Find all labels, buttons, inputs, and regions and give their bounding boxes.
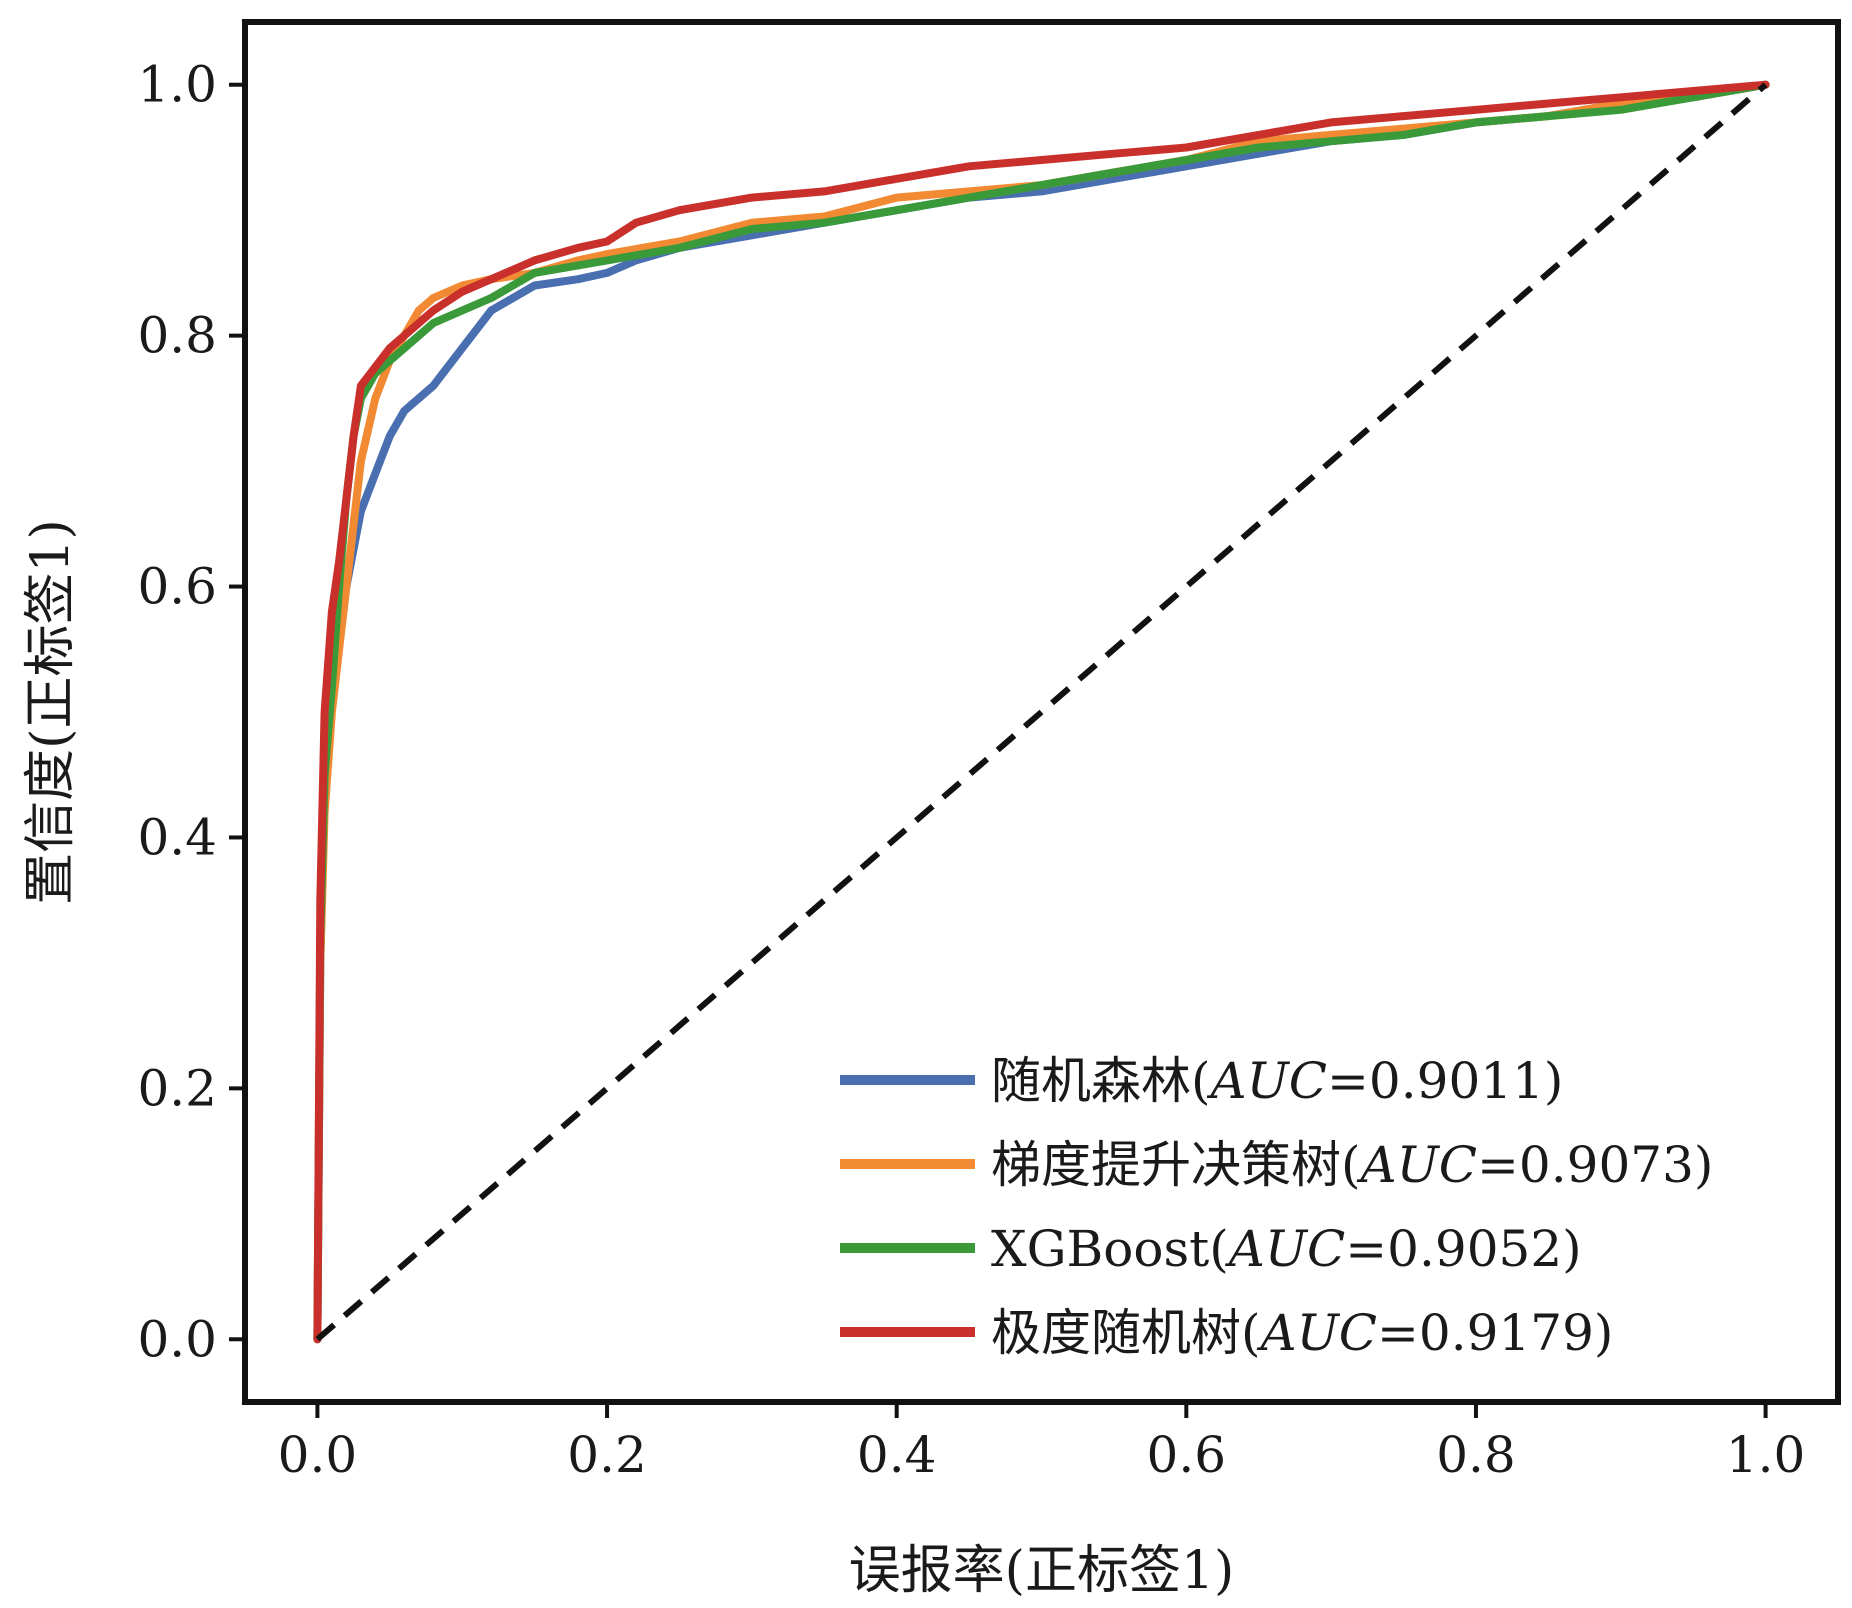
- chance-diagonal-line: [315, 82, 1768, 1342]
- legend-series-name: 随机森林: [991, 1052, 1191, 1110]
- legend-paren: (: [1209, 1220, 1229, 1278]
- legend-series-name: 极度随机树: [991, 1304, 1241, 1362]
- axis-ticks: 0.0 0.2 0.4 0.6 0.8 1.0 0.0 0.2 0.4 0.6 0.8 1.0: [137, 56, 1805, 1484]
- x-axis-label: 误报率(正标签1): [849, 1541, 1235, 1601]
- x-tick-label: 0.6: [1147, 1426, 1227, 1484]
- legend-paren: (: [1191, 1052, 1211, 1110]
- legend-entry-2: 梯度提升决策树(AUC=0.9073): [991, 1136, 1713, 1194]
- legend-auc-var: AUC: [1357, 1136, 1478, 1194]
- plot-frame: [242, 19, 1841, 1405]
- legend-paren: (: [1241, 1304, 1261, 1362]
- x-tick-label: 0.8: [1436, 1426, 1516, 1484]
- legend-auc-var: AUC: [1225, 1220, 1346, 1278]
- legend-auc-var: AUC: [1257, 1304, 1378, 1362]
- y-tick-label: 1.0: [137, 56, 217, 114]
- legend-series-name: 梯度提升决策树: [991, 1136, 1341, 1194]
- x-tick-label: 0.0: [278, 1426, 358, 1484]
- y-tick-label: 0.8: [137, 307, 217, 365]
- x-tick-label: 0.4: [857, 1426, 937, 1484]
- x-tick-label: 0.2: [567, 1426, 647, 1484]
- legend-auc-value: =0.9052): [1345, 1220, 1581, 1278]
- legend-auc-value: =0.9073): [1477, 1136, 1713, 1194]
- legend-auc-var: AUC: [1207, 1052, 1328, 1110]
- legend-paren: (: [1341, 1136, 1361, 1194]
- legend-entry-3: XGBoost(AUC=0.9052): [991, 1220, 1582, 1278]
- legend-entry-4: 极度随机树(AUC=0.9179): [991, 1304, 1613, 1362]
- y-tick-label: 0.2: [137, 1059, 217, 1117]
- y-tick-label: 0.0: [137, 1310, 217, 1368]
- legend-entry-1: 随机森林(AUC=0.9011): [991, 1052, 1563, 1110]
- legend: 随机森林(AUC=0.9011)梯度提升决策树(AUC=0.9073)XGBoo…: [840, 1052, 1713, 1362]
- series-group: [313, 80, 1770, 1344]
- y-axis-label: 置信度(正标签1): [21, 519, 81, 905]
- roc-line-series-4: [313, 80, 1770, 1344]
- y-tick-label: 0.6: [137, 558, 217, 616]
- plot-area: [313, 80, 1770, 1344]
- legend-series-name: XGBoost: [991, 1220, 1209, 1278]
- y-tick-label: 0.4: [137, 808, 217, 866]
- x-tick-label: 1.0: [1726, 1426, 1806, 1484]
- legend-auc-value: =0.9011): [1327, 1052, 1563, 1110]
- legend-auc-value: =0.9179): [1377, 1304, 1613, 1362]
- roc-line-series-2: [313, 80, 1770, 1344]
